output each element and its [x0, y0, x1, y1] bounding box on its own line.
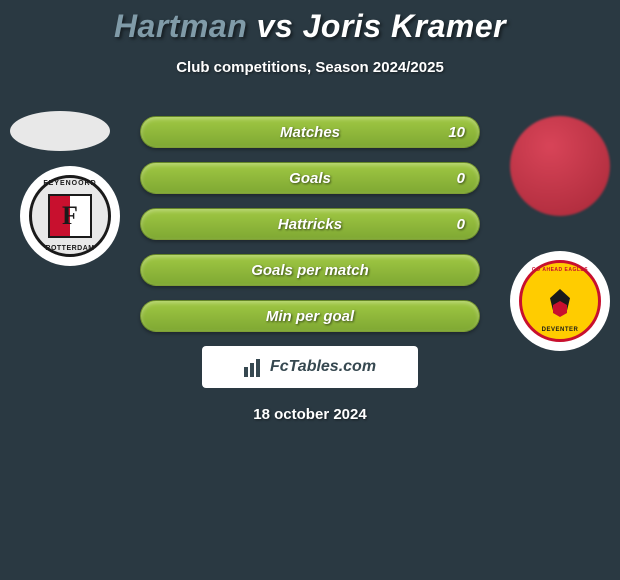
stat-value: 0: [457, 216, 465, 233]
player2-photo: [510, 116, 610, 216]
content: FEYENOORD F ROTTERDAM GO AHEAD EAGLES DE…: [0, 116, 620, 423]
club2-badge: GO AHEAD EAGLES DEVENTER: [510, 251, 610, 351]
header: Hartman vs Joris Kramer Club competition…: [0, 0, 620, 76]
stat-bar-goals-per-match: Goals per match: [140, 254, 480, 286]
stat-value: 0: [457, 170, 465, 187]
date-text: 18 october 2024: [0, 406, 620, 423]
go-ahead-eagles-badge-icon: GO AHEAD EAGLES DEVENTER: [519, 260, 601, 342]
stat-bar-hattricks: Hattricks 0: [140, 208, 480, 240]
stat-label: Hattricks: [278, 216, 342, 233]
chart-icon: [244, 357, 264, 377]
page-title: Hartman vs Joris Kramer: [0, 8, 620, 45]
stat-label: Goals: [289, 170, 331, 187]
branding-text: FcTables.com: [270, 358, 376, 376]
vs-text: vs: [257, 8, 294, 44]
stat-value: 10: [448, 124, 465, 141]
club2-text-top: GO AHEAD EAGLES: [532, 267, 588, 273]
player2-name: Joris Kramer: [303, 8, 506, 44]
club2-text-bottom: DEVENTER: [542, 327, 579, 333]
branding-box: FcTables.com: [202, 346, 418, 388]
stats-container: Matches 10 Goals 0 Hattricks 0 Goals per…: [140, 116, 480, 332]
subtitle: Club competitions, Season 2024/2025: [0, 59, 620, 76]
player1-name: Hartman: [114, 8, 247, 44]
club1-text-top: FEYENOORD: [43, 180, 96, 187]
club1-badge: FEYENOORD F ROTTERDAM: [20, 166, 120, 266]
stat-bar-matches: Matches 10: [140, 116, 480, 148]
stat-bar-goals: Goals 0: [140, 162, 480, 194]
club1-text-bottom: ROTTERDAM: [45, 245, 94, 252]
feyenoord-badge-icon: FEYENOORD F ROTTERDAM: [29, 175, 111, 257]
stat-label: Matches: [280, 124, 340, 141]
stat-bar-min-per-goal: Min per goal: [140, 300, 480, 332]
club1-letter: F: [62, 201, 78, 231]
stat-label: Goals per match: [251, 262, 369, 279]
player1-photo: [10, 111, 110, 151]
stat-label: Min per goal: [266, 308, 354, 325]
